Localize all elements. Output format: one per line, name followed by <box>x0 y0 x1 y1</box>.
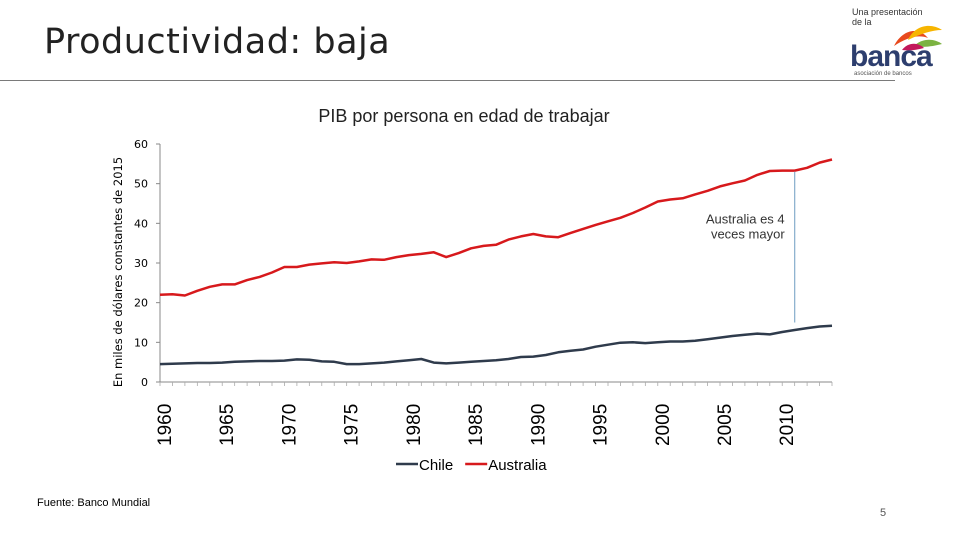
x-tick-label: 1985 <box>466 404 487 446</box>
legend-label-australia: Australia <box>488 457 547 474</box>
x-tick-label: 2005 <box>715 404 736 446</box>
y-tick-label: 60 <box>134 138 148 151</box>
logo-subtitle: asociación de bancos <box>854 71 912 77</box>
y-tick-label: 0 <box>141 376 148 389</box>
chart-title: PIB por persona en edad de trabajar <box>318 106 609 126</box>
y-axis-label: En miles de dólares constantes de 2015 <box>111 157 125 387</box>
y-tick-label: 40 <box>134 217 148 230</box>
x-tick-label: 1995 <box>591 404 612 446</box>
y-tick-label: 10 <box>134 336 148 349</box>
title-divider <box>0 80 895 81</box>
page-title: Productividad: baja <box>44 22 391 62</box>
series-line-australia <box>159 158 833 297</box>
series-line-chile <box>159 324 833 366</box>
y-tick-label: 50 <box>134 178 148 191</box>
x-tick-label: 2000 <box>653 404 674 446</box>
banca-logo: Una presentación de la banca asociación … <box>848 4 948 82</box>
x-tick-label: 1990 <box>528 404 549 446</box>
source-note: Fuente: Banco Mundial <box>37 497 151 509</box>
x-tick-label: 1965 <box>217 404 238 446</box>
x-tick-label: 1975 <box>342 404 363 446</box>
logo-leaves-icon <box>894 25 942 51</box>
page-number: 5 <box>880 507 887 519</box>
annotation-text-line2: veces mayor <box>711 226 785 241</box>
logo-wordmark: banca <box>850 40 933 73</box>
annotation-text-line1: Australia es 4 <box>706 211 785 226</box>
y-tick-label: 20 <box>134 297 148 310</box>
x-tick-label: 2010 <box>777 404 798 446</box>
legend-label-chile: Chile <box>419 457 453 474</box>
x-tick-label: 1980 <box>404 404 425 446</box>
y-tick-label: 30 <box>134 257 148 270</box>
x-tick-label: 1970 <box>279 404 300 446</box>
logo-tagline: Una presentación de la <box>852 7 923 27</box>
x-tick-label: 1960 <box>155 404 176 446</box>
